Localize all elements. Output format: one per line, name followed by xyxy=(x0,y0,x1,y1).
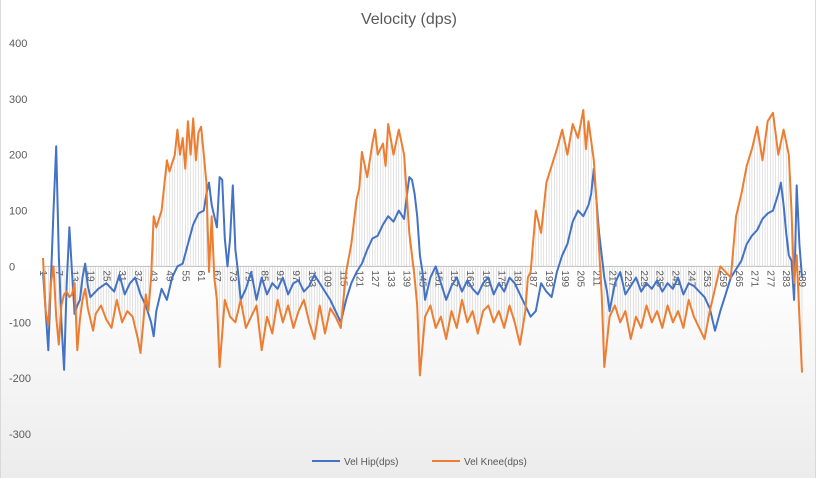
x-tick-label: 235 xyxy=(654,270,665,287)
x-tick-label: 7 xyxy=(53,270,64,276)
x-tick-label: 229 xyxy=(638,270,649,287)
y-tick-label: -300 xyxy=(9,429,31,441)
x-tick-label: 31 xyxy=(116,270,127,282)
x-tick-label: 43 xyxy=(148,270,159,282)
y-tick-label: -100 xyxy=(9,317,31,329)
x-tick-label: 91 xyxy=(274,270,285,282)
x-tick-label: 283 xyxy=(780,270,791,287)
legend: Vel Hip(dps) Vel Knee(dps) xyxy=(312,457,527,468)
x-tick-label: 133 xyxy=(385,270,396,287)
x-tick-label: 145 xyxy=(417,270,428,287)
x-tick-label: 121 xyxy=(353,270,364,287)
series-line-knee xyxy=(42,109,803,377)
legend-label-hip: Vel Hip(dps) xyxy=(344,457,398,468)
x-tick-label: 277 xyxy=(764,270,775,287)
x-tick-label: 139 xyxy=(401,270,412,287)
x-tick-label: 265 xyxy=(733,270,744,287)
x-tick-label: 289 xyxy=(796,270,807,287)
x-tick-label: 127 xyxy=(369,270,380,287)
x-tick-label: 169 xyxy=(480,270,491,287)
x-tick-label: 67 xyxy=(211,270,222,282)
x-tick-label: 151 xyxy=(432,270,443,287)
x-tick-label: 217 xyxy=(606,270,617,287)
y-axis-ticks: 400 300 200 100 0 -100 -200 -300 xyxy=(9,38,31,441)
series-lines xyxy=(42,109,803,377)
x-tick-label: 25 xyxy=(100,270,111,282)
x-tick-label: 19 xyxy=(84,270,95,282)
y-tick-label: 200 xyxy=(9,150,27,162)
x-tick-label: 271 xyxy=(749,270,760,287)
x-tick-label: 157 xyxy=(448,270,459,287)
x-tick-label: 205 xyxy=(575,270,586,287)
x-tick-label: 109 xyxy=(322,270,333,287)
x-tick-label: 79 xyxy=(243,270,254,282)
x-tick-label: 181 xyxy=(511,270,522,287)
x-tick-label: 73 xyxy=(227,270,238,282)
y-tick-label: 300 xyxy=(9,94,27,106)
x-tick-label: 241 xyxy=(670,270,681,287)
x-axis-ticks: 1 7 13 19 25 31 37 43 49 55 61 67 73 79 85 91 97 103 109 11… xyxy=(37,270,807,287)
x-tick-label: 163 xyxy=(464,270,475,287)
x-tick-label: 103 xyxy=(306,270,317,287)
x-tick-label: 85 xyxy=(258,270,269,282)
x-tick-label: 13 xyxy=(69,270,80,282)
x-tick-label: 49 xyxy=(164,270,175,282)
y-tick-label: 400 xyxy=(9,38,27,50)
x-tick-label: 97 xyxy=(290,270,301,282)
x-tick-label: 211 xyxy=(590,270,601,286)
x-tick-label: 199 xyxy=(559,270,570,287)
y-tick-label: 0 xyxy=(9,261,15,273)
y-tick-label: 100 xyxy=(9,206,27,218)
x-tick-label: 253 xyxy=(701,270,712,287)
x-tick-label: 193 xyxy=(543,270,554,287)
x-tick-label: 259 xyxy=(717,270,728,287)
x-tick-label: 61 xyxy=(195,270,206,282)
x-tick-label: 187 xyxy=(527,270,538,287)
x-tick-label: 223 xyxy=(622,270,633,287)
chart-title: Velocity (dps) xyxy=(361,11,457,28)
series-line-hip xyxy=(42,145,803,371)
x-tick-label: 55 xyxy=(179,270,190,282)
x-tick-label: 37 xyxy=(132,270,143,282)
x-tick-label: 115 xyxy=(337,270,348,286)
x-tick-label: 175 xyxy=(496,270,507,287)
y-tick-label: -200 xyxy=(9,373,31,385)
x-tick-label: 247 xyxy=(685,270,696,287)
legend-label-knee: Vel Knee(dps) xyxy=(464,457,527,468)
